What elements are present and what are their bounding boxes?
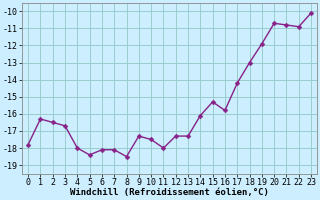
X-axis label: Windchill (Refroidissement éolien,°C): Windchill (Refroidissement éolien,°C) <box>70 188 269 197</box>
